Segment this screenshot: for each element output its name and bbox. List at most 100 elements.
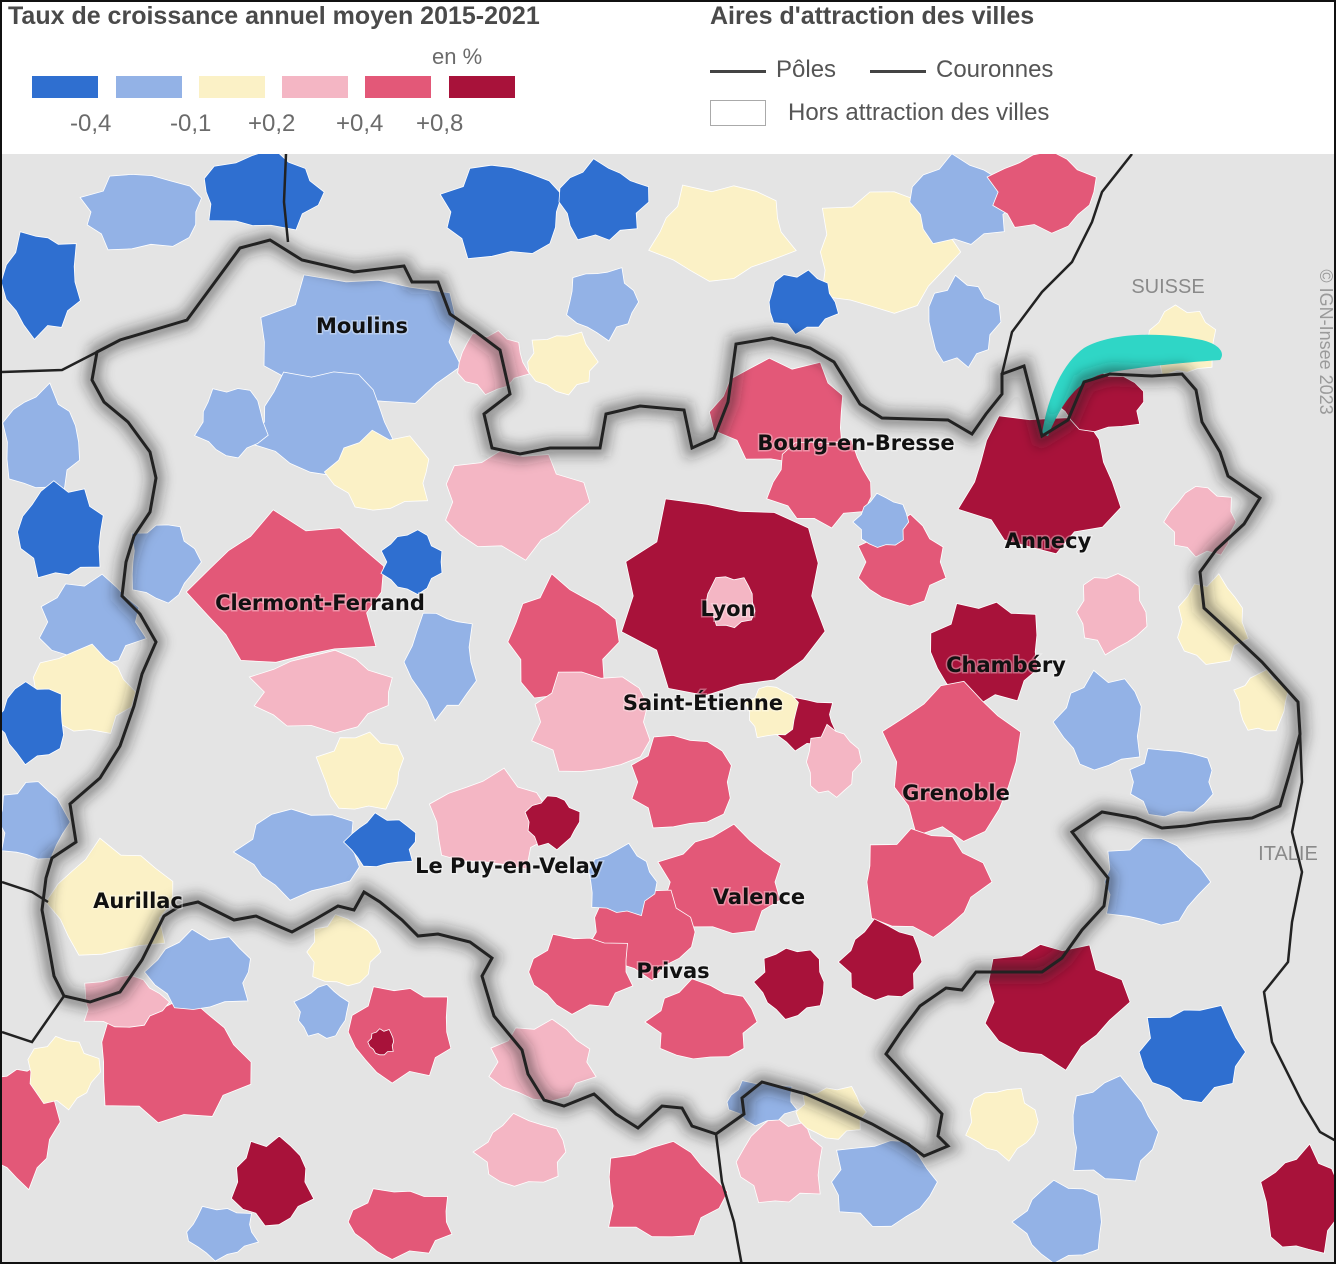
swatch-class-4 — [282, 76, 348, 98]
couronnes-label: Couronnes — [936, 56, 1054, 83]
municipality-area — [367, 1028, 394, 1056]
municipality-area — [403, 612, 477, 722]
municipality-area — [986, 154, 1097, 234]
municipality-area — [631, 734, 732, 829]
poles-line-symbol — [710, 70, 766, 73]
break-label: +0,2 — [248, 110, 296, 137]
municipality-area — [566, 267, 640, 342]
municipality-area — [27, 1035, 101, 1111]
lake-geneva — [1042, 334, 1222, 436]
municipality-area — [744, 685, 799, 739]
municipality-areas — [2, 154, 1334, 1262]
swatch-class-6 — [449, 76, 515, 98]
municipality-area — [965, 1088, 1039, 1162]
swatch-class-5 — [365, 76, 431, 98]
municipality-area — [644, 978, 758, 1060]
swatch-class-2 — [116, 76, 182, 98]
city-label-grenoble: Grenoble — [902, 781, 1010, 805]
municipality-area — [380, 529, 443, 595]
municipality-area — [558, 158, 650, 241]
areas-legend-title: Aires d'attraction des villes — [710, 2, 1035, 30]
break-label: -0,1 — [170, 110, 212, 137]
municipality-area — [608, 1140, 729, 1238]
municipality-area — [930, 601, 1039, 707]
municipality-area — [805, 723, 863, 798]
growth-legend-title: Taux de croissance annuel moyen 2015-202… — [8, 2, 540, 30]
swatch-class-1 — [32, 76, 98, 98]
municipality-area — [531, 671, 651, 772]
national-border — [1000, 154, 1133, 375]
municipality-area — [852, 492, 910, 548]
break-label: +0,4 — [336, 110, 384, 137]
municipality-area — [293, 983, 350, 1039]
municipality-area — [753, 947, 825, 1020]
municipality-area — [837, 918, 923, 1001]
municipality-area — [1076, 573, 1148, 656]
copyright-credit: © IGN-Insee 2023 — [1316, 269, 1336, 414]
municipality-area — [347, 986, 452, 1084]
department-boundary — [2, 880, 49, 904]
municipality-area — [928, 274, 1002, 369]
municipality-area — [143, 928, 251, 1010]
municipality-area — [315, 731, 405, 810]
legend: Taux de croissance annuel moyen 2015-202… — [2, 2, 1334, 154]
municipality-area — [79, 173, 202, 251]
municipality-area — [1052, 669, 1142, 771]
poles-label: Pôles — [776, 56, 837, 83]
city-label-chambery: Chambéry — [946, 653, 1066, 677]
region-boundary — [40, 238, 1302, 1158]
break-label: -0,4 — [70, 110, 112, 137]
hors-attraction-label: Hors attraction des villes — [788, 99, 1050, 126]
city-label-lyon: Lyon — [700, 597, 755, 621]
municipality-area — [768, 269, 839, 336]
country-label-suisse: SUISSE — [1131, 276, 1204, 298]
municipality-area — [1260, 1143, 1334, 1254]
municipality-area — [101, 995, 252, 1124]
municipality-area — [232, 808, 360, 901]
municipality-area — [194, 388, 269, 459]
municipality-area — [2, 681, 65, 766]
choropleth-map: Moulins Bourg-en-Bresse Annecy Clermont-… — [2, 154, 1336, 1262]
municipality-area — [527, 331, 599, 396]
municipality-area — [2, 231, 81, 341]
municipality-area — [524, 795, 581, 851]
municipality-area — [648, 184, 797, 282]
municipality-area — [17, 480, 104, 579]
municipality-area — [230, 1135, 315, 1227]
city-label-annecy: Annecy — [1005, 529, 1092, 553]
municipality-area — [428, 767, 549, 870]
municipality-area — [1011, 1179, 1102, 1262]
municipality-area — [306, 914, 382, 987]
break-label: +0,8 — [416, 110, 464, 137]
municipality-area — [439, 164, 563, 260]
hors-attraction-swatch — [710, 100, 766, 126]
municipality-area — [323, 429, 430, 511]
municipality-area — [203, 154, 325, 231]
municipality-area — [185, 509, 385, 663]
city-label-clermont-ferrand: Clermont-Ferrand — [215, 591, 425, 615]
municipality-area — [766, 439, 872, 529]
city-label-aurillac: Aurillac — [93, 889, 183, 913]
city-label-bourg-en-bresse: Bourg-en-Bresse — [757, 431, 954, 455]
municipality-area — [528, 933, 634, 1015]
municipality-area — [866, 828, 993, 938]
national-border — [1262, 733, 1334, 1142]
department-boundary — [2, 350, 98, 374]
unit-label: en % — [432, 44, 483, 69]
couronnes-line-symbol — [870, 70, 926, 73]
municipality-area — [1072, 1075, 1159, 1182]
municipality-area — [702, 576, 756, 629]
municipality-area — [1138, 1005, 1246, 1103]
municipality-area — [343, 812, 417, 868]
department-boundary — [282, 154, 290, 243]
municipality-area — [248, 649, 393, 734]
department-boundary — [714, 1133, 743, 1262]
city-label-privas: Privas — [636, 959, 709, 983]
country-label-italie: ITALIE — [1258, 843, 1318, 865]
city-label-saint-etienne: Saint-Étienne — [623, 690, 783, 715]
city-label-valence: Valence — [713, 885, 805, 909]
municipality-area — [881, 680, 1022, 842]
municipality-area — [657, 823, 782, 934]
department-boundary — [2, 995, 66, 1044]
